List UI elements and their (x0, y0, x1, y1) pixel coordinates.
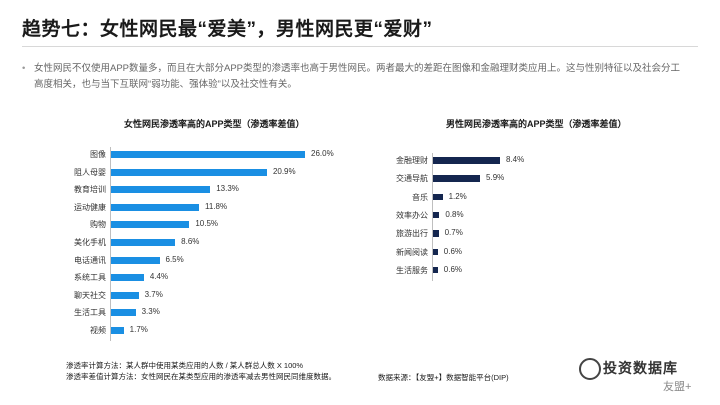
value-label: 6.5% (165, 254, 184, 264)
category-label: 旅游出行 (396, 229, 428, 239)
category-label: 购物 (90, 220, 106, 230)
value-label: 26.0% (311, 149, 334, 158)
bar-axis-line (110, 147, 111, 341)
data-source: 数据来源：【友盟+】数据智能平台(DIP) (378, 373, 509, 382)
category-label: 运动健康 (74, 202, 106, 212)
category-label: 视频 (90, 326, 106, 335)
bullet-paragraph: • 女性网民不仅使用APP数量多，而且在大部分APP类型的渗透率也高于男性网民。… (22, 61, 682, 93)
value-label: 1.7% (129, 325, 148, 334)
category-label: 音乐 (412, 192, 428, 202)
category-label: 电话通讯 (74, 255, 106, 265)
category-label: 美化手机 (74, 238, 106, 247)
bar-axis-line (432, 153, 433, 282)
bullet-text: 女性网民不仅使用APP数量多，而且在大部分APP类型的渗透率也高于男性网民。两者… (34, 63, 681, 90)
category-label: 阻人母婴 (74, 167, 106, 177)
category-label: 生活服务 (396, 265, 428, 275)
value-label: 8.6% (181, 237, 200, 246)
watermark: 投资数据库 友盟+ (575, 356, 710, 398)
value-label: 1.2% (448, 191, 467, 201)
bar (433, 266, 438, 274)
watermark-text: 投资数据库 (603, 360, 678, 376)
value-label: 0.6% (443, 264, 463, 274)
category-label: 图像 (90, 150, 106, 159)
page-title: 趋势七：女性网民最“爱美”，男性网民更“爱财” (22, 19, 433, 40)
category-label: 系统工具 (74, 273, 106, 283)
bar (433, 157, 500, 164)
category-label: 生活工具 (74, 308, 106, 318)
bar (111, 327, 124, 334)
value-label: 0.7% (444, 228, 463, 238)
wechat-logo-icon (579, 358, 601, 380)
bar (111, 274, 144, 282)
category-label: 效率办公 (396, 210, 428, 220)
bar (111, 239, 176, 246)
bar (433, 230, 439, 237)
female-chart-title: 女性网民渗透率高的APP类型（渗透率差值） (124, 119, 305, 129)
bar (433, 175, 481, 182)
bar (111, 309, 136, 317)
bar (433, 193, 443, 201)
category-label: 新闻阅读 (396, 247, 428, 257)
category-label: 聊天社交 (74, 290, 106, 300)
note-line-2: 渗透率差值计算方法：女性网民在某类型应用的渗透率减去男性网民同维度数据。 (66, 372, 336, 381)
bar (433, 211, 440, 219)
bar (111, 168, 267, 176)
title-divider (22, 46, 698, 47)
value-label: 13.3% (216, 184, 239, 194)
bullet-dot-icon: • (22, 63, 26, 74)
value-label: 20.9% (272, 166, 296, 176)
value-label: 10.5% (195, 219, 219, 229)
category-label: 金融理财 (396, 156, 428, 165)
bar (111, 186, 211, 194)
watermark-logo-text: 友盟+ (663, 381, 692, 393)
value-label: 5.9% (486, 173, 505, 183)
bar (111, 203, 200, 211)
bar (433, 248, 438, 255)
male-chart-title: 男性网民渗透率高的APP类型（渗透率差值） (446, 119, 627, 129)
value-label: 4.4% (149, 272, 169, 282)
value-label: 11.8% (205, 201, 228, 211)
note-line-1: 渗透率计算方法：某人群中使用某类应用的人数 / 某人群总人数 X 100% (66, 361, 304, 370)
value-label: 3.7% (144, 289, 163, 299)
value-label: 0.6% (443, 246, 463, 256)
bar (111, 291, 139, 299)
value-label: 0.8% (445, 209, 464, 219)
category-label: 教育培训 (74, 185, 106, 195)
bar (111, 151, 305, 158)
bar (111, 221, 190, 229)
bar (111, 256, 160, 264)
value-label: 3.3% (141, 307, 160, 317)
category-label: 交通导航 (396, 174, 428, 184)
value-label: 8.4% (506, 155, 525, 164)
